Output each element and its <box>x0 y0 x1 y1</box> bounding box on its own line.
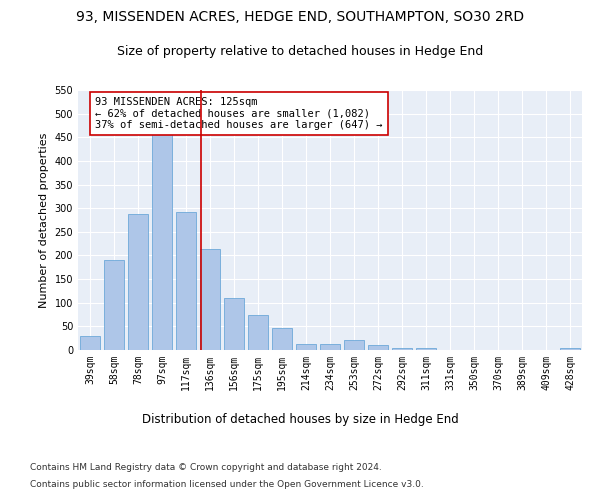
Bar <box>296 344 316 350</box>
Bar <box>224 298 244 350</box>
Bar <box>176 212 196 350</box>
Bar <box>200 250 220 350</box>
Bar <box>560 348 580 350</box>
Bar <box>344 340 364 350</box>
Bar <box>248 315 268 350</box>
Bar <box>152 132 172 350</box>
Text: 93 MISSENDEN ACRES: 125sqm
← 62% of detached houses are smaller (1,082)
37% of s: 93 MISSENDEN ACRES: 125sqm ← 62% of deta… <box>95 97 382 130</box>
Bar <box>128 214 148 350</box>
Text: Distribution of detached houses by size in Hedge End: Distribution of detached houses by size … <box>142 412 458 426</box>
Text: Contains public sector information licensed under the Open Government Licence v3: Contains public sector information licen… <box>30 480 424 489</box>
Text: Contains HM Land Registry data © Crown copyright and database right 2024.: Contains HM Land Registry data © Crown c… <box>30 462 382 471</box>
Bar <box>392 348 412 350</box>
Bar <box>416 348 436 350</box>
Text: 93, MISSENDEN ACRES, HEDGE END, SOUTHAMPTON, SO30 2RD: 93, MISSENDEN ACRES, HEDGE END, SOUTHAMP… <box>76 10 524 24</box>
Y-axis label: Number of detached properties: Number of detached properties <box>39 132 49 308</box>
Bar <box>320 344 340 350</box>
Bar <box>272 328 292 350</box>
Text: Size of property relative to detached houses in Hedge End: Size of property relative to detached ho… <box>117 45 483 58</box>
Bar <box>80 336 100 350</box>
Bar <box>104 260 124 350</box>
Bar <box>368 346 388 350</box>
